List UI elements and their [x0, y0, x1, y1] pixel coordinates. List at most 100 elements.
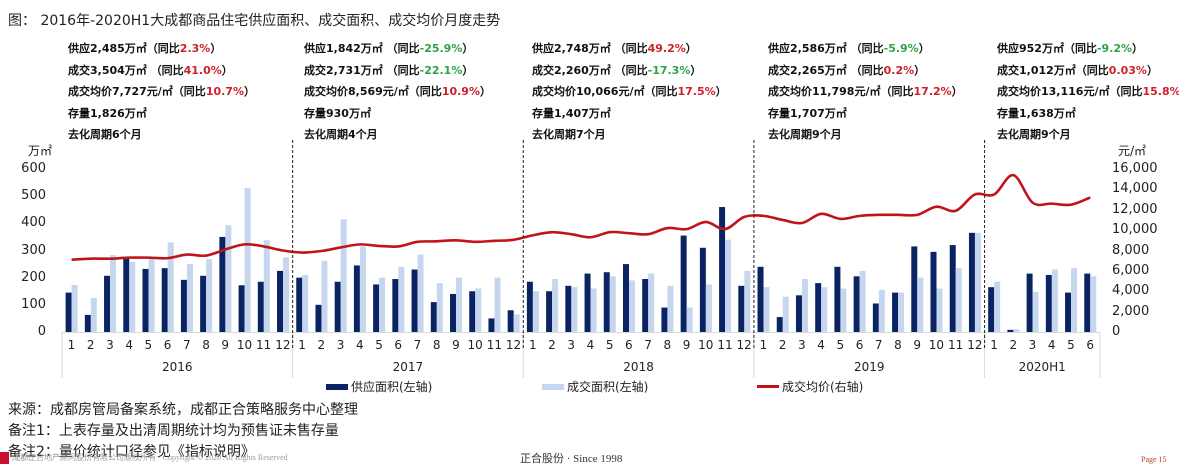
- supply-bar: [450, 293, 457, 332]
- month-label: 12: [967, 338, 983, 352]
- sales-bar: [302, 274, 309, 332]
- sales-bar: [801, 279, 808, 332]
- month-label: 4: [355, 338, 364, 352]
- month-label: 3: [567, 338, 576, 352]
- footer-company: 正合股份 · Since 1998: [520, 453, 623, 464]
- annotation-line: 成交均价7,727元/㎡（同比10.7%）: [68, 85, 255, 98]
- year-label: 2019: [853, 360, 885, 374]
- sales-bar: [206, 259, 213, 332]
- annotation-block-0: 供应2,485万㎡（同比2.3%） 成交3,504万㎡ （同比41.0%） 成交均价…: [68, 38, 255, 146]
- month-label: 1: [67, 338, 76, 352]
- month-label: 11: [717, 338, 733, 352]
- month-label: 11: [947, 338, 964, 352]
- supply-bar: [622, 264, 629, 332]
- supply-bar: [180, 279, 187, 332]
- sales-bar: [110, 255, 117, 332]
- sales-bar: [417, 254, 424, 332]
- supply-bar: [84, 314, 91, 332]
- sales-bar: [1032, 291, 1039, 332]
- sales-bar: [590, 288, 597, 332]
- left-axis-tick: 200: [21, 269, 46, 285]
- month-label: 2: [86, 338, 95, 352]
- supply-bar: [853, 276, 860, 332]
- annotation-block-4: 供应952万㎡（同比-9.2%） 成交1,012万㎡（同比0.03%） 成交均价13…: [997, 38, 1179, 146]
- right-axis-tick: 0: [1112, 324, 1121, 339]
- annotation-line: 供应2,485万㎡（同比2.3%）: [68, 42, 222, 55]
- annotation-line: 成交均价8,569元/㎡（同比10.9%）: [304, 85, 491, 98]
- sales-bar: [494, 277, 501, 332]
- annotation-line: 成交2,731万㎡ （同比-22.1%）: [304, 63, 474, 77]
- month-label: 5: [1067, 338, 1075, 352]
- annotation-line: 去化周期6个月: [68, 128, 142, 141]
- sales-bar: [1071, 268, 1078, 332]
- left-axis-tick: 0: [37, 324, 46, 339]
- legend-sales: 成交面积(左轴): [542, 378, 648, 395]
- sales-bar: [898, 292, 905, 332]
- annotation-line: 供应2,748万㎡ （同比49.2%）: [532, 42, 697, 55]
- sales-bar: [744, 270, 751, 332]
- month-label: 11: [256, 338, 272, 352]
- supply-bar: [930, 251, 937, 332]
- right-axis-unit: 元/㎡: [1118, 144, 1147, 158]
- right-axis-tick: 4,000: [1112, 283, 1150, 299]
- page-number: Page 15: [1141, 455, 1167, 464]
- sales-bar: [609, 276, 616, 332]
- sales-bar: [648, 273, 655, 332]
- sales-bar: [725, 239, 732, 332]
- legend-supply-swatch: [326, 383, 348, 390]
- month-label: 7: [644, 338, 652, 352]
- month-label: 2: [548, 338, 556, 352]
- month-label: 9: [913, 338, 921, 352]
- sales-bar: [148, 257, 155, 332]
- month-label: 3: [336, 338, 345, 352]
- supply-bar: [334, 281, 341, 332]
- supply-bar: [603, 272, 610, 332]
- month-label: 6: [855, 338, 864, 352]
- legend-supply: 供应面积(左轴): [326, 378, 432, 395]
- sales-bar: [782, 296, 789, 332]
- right-axis-tick: 6,000: [1112, 262, 1150, 278]
- sales-bar: [571, 287, 578, 332]
- sales-bar: [821, 287, 828, 332]
- month-label: 9: [682, 338, 691, 352]
- sales-bar: [628, 280, 635, 332]
- right-axis-tick: 12,000: [1112, 201, 1158, 217]
- supply-bar: [565, 285, 572, 332]
- month-label: 5: [144, 338, 153, 352]
- left-axis-tick: 400: [21, 215, 46, 231]
- month-label: 9: [221, 338, 230, 352]
- supply-bar: [353, 265, 360, 332]
- legend-sales-swatch: [542, 383, 564, 390]
- month-label: 2: [317, 338, 326, 352]
- sales-bar: [129, 261, 136, 332]
- annotation-line: 存量1,638万㎡: [997, 106, 1076, 120]
- annotation-block-3: 供应2,586万㎡ （同比-5.9%） 成交2,265万㎡ （同比0.2%） 成交均…: [768, 38, 963, 146]
- month-label: 10: [467, 338, 483, 352]
- month-label: 6: [625, 338, 633, 352]
- supply-bar: [104, 275, 111, 332]
- supply-bar: [65, 292, 72, 332]
- supply-bar: [238, 285, 245, 332]
- supply-bar: [699, 247, 706, 332]
- supply-bar: [200, 275, 207, 332]
- right-axis-tick: 8,000: [1112, 242, 1150, 258]
- month-label: 1: [990, 338, 998, 352]
- annotation-line: 成交1,012万㎡（同比0.03%）: [997, 63, 1158, 77]
- sales-bar: [379, 277, 386, 332]
- supply-bar: [680, 235, 687, 332]
- annotation-block-2: 供应2,748万㎡ （同比49.2%） 成交2,260万㎡ （同比-17.3%） 成…: [532, 38, 727, 146]
- note-2: 备注2：量价统计口径参见《指标说明》: [8, 444, 255, 460]
- supply-bar: [277, 270, 284, 332]
- annotation-line: 成交2,265万㎡ （同比0.2%）: [768, 63, 926, 77]
- sales-bar: [917, 277, 924, 332]
- supply-bar: [488, 318, 495, 332]
- supply-bar: [795, 295, 802, 332]
- supply-bar: [911, 246, 918, 332]
- sales-bar: [244, 188, 251, 332]
- annotation-line: 成交均价13,116元/㎡（同比15.8%）: [997, 85, 1179, 98]
- month-label: 1: [298, 338, 306, 352]
- annotation-line: 存量1,707万㎡: [768, 106, 847, 120]
- chart-plot: [61, 140, 1101, 378]
- month-label: 7: [182, 338, 191, 352]
- sales-bar: [513, 314, 520, 332]
